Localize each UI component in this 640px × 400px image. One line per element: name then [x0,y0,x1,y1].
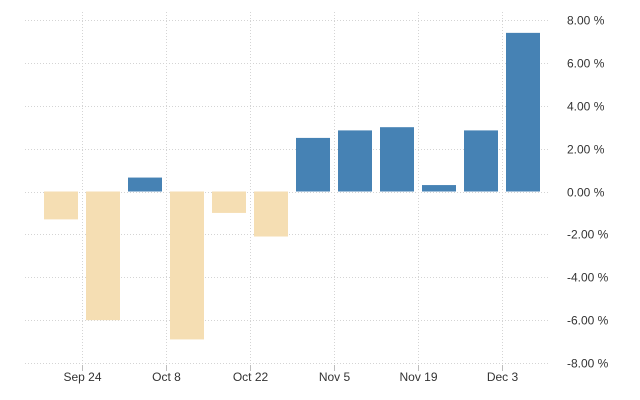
y-tick-label: -2.00 % [567,228,609,242]
y-tick-label: 2.00 % [567,143,605,157]
y-tick-label: -4.00 % [567,271,609,285]
bar [254,191,288,237]
bar [380,127,414,192]
x-axis-labels: Sep 24 Oct 8 Oct 22 Nov 5 Nov 19 Dec 3 [63,370,518,384]
bar [212,191,246,213]
y-tick-label: 4.00 % [567,100,605,114]
y-tick-label: 8.00 % [567,14,605,28]
bar [296,137,330,192]
x-tick-label: Dec 3 [487,370,519,384]
y-tick-label: 0.00 % [567,186,605,200]
bar [170,191,204,340]
y-tick-label: -8.00 % [567,357,609,371]
x-tick-label: Nov 19 [399,370,437,384]
x-tick-label: Oct 22 [233,370,269,384]
y-tick-label: -6.00 % [567,314,609,328]
bar [464,130,498,192]
bar [506,32,540,192]
bar [44,191,78,220]
y-axis-labels: 8.00 % 6.00 % 4.00 % 2.00 % 0.00 % -2.00 % -4.… [567,14,609,371]
bar [86,191,120,321]
x-tick-label: Sep 24 [63,370,101,384]
y-tick-label: 6.00 % [567,57,605,71]
bar [338,130,372,192]
bar [128,177,162,192]
bars [44,32,540,340]
bar [422,185,456,192]
x-tick-label: Nov 5 [319,370,351,384]
x-tick-label: Oct 8 [152,370,181,384]
